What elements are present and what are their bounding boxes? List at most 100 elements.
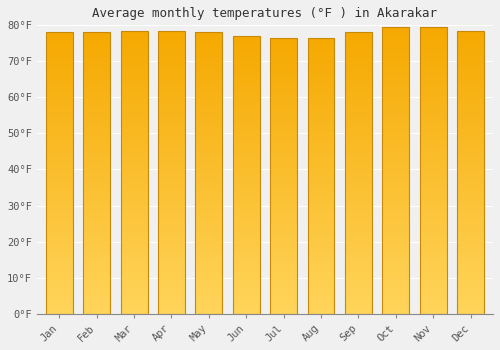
Bar <box>382 38 409 41</box>
Bar <box>420 173 446 176</box>
Bar <box>233 122 260 125</box>
Bar <box>233 125 260 128</box>
Bar <box>345 288 372 291</box>
Bar <box>158 192 185 195</box>
Bar <box>270 129 297 132</box>
Bar <box>158 189 185 192</box>
Bar <box>158 130 185 133</box>
Bar <box>46 229 72 232</box>
Bar <box>83 97 110 100</box>
Bar <box>382 84 409 87</box>
Bar <box>46 258 72 260</box>
Bar <box>382 125 409 127</box>
Bar <box>420 133 446 136</box>
Bar <box>46 311 72 314</box>
Bar <box>420 153 446 156</box>
Bar <box>345 69 372 72</box>
Bar <box>420 164 446 168</box>
Bar <box>158 237 185 240</box>
Bar <box>420 64 446 67</box>
Bar <box>382 102 409 104</box>
Bar <box>46 120 72 122</box>
Bar <box>120 215 148 217</box>
Bar <box>382 96 409 99</box>
Bar <box>270 212 297 215</box>
Bar <box>308 250 334 253</box>
Bar <box>457 53 484 56</box>
Bar <box>420 50 446 53</box>
Bar <box>120 42 148 45</box>
Bar <box>120 198 148 201</box>
Bar <box>420 33 446 36</box>
Bar <box>158 158 185 161</box>
Bar <box>457 192 484 195</box>
Bar <box>158 215 185 217</box>
Bar <box>270 294 297 297</box>
Bar <box>457 212 484 215</box>
Bar <box>233 75 260 78</box>
Bar <box>270 203 297 206</box>
Bar <box>196 97 222 100</box>
Bar <box>345 80 372 83</box>
Bar <box>233 36 260 314</box>
Bar <box>345 294 372 297</box>
Bar <box>457 99 484 101</box>
Bar <box>46 184 72 187</box>
Bar <box>83 238 110 240</box>
Bar <box>382 219 409 222</box>
Bar <box>83 243 110 246</box>
Bar <box>420 27 446 30</box>
Bar <box>158 149 185 152</box>
Bar <box>345 111 372 114</box>
Bar <box>46 145 72 148</box>
Bar <box>345 148 372 150</box>
Bar <box>457 291 484 294</box>
Bar <box>83 89 110 92</box>
Bar <box>46 148 72 150</box>
Bar <box>420 127 446 130</box>
Bar <box>420 58 446 62</box>
Bar <box>83 47 110 49</box>
Bar <box>345 63 372 66</box>
Bar <box>46 297 72 300</box>
Bar <box>308 223 334 225</box>
Bar <box>158 87 185 90</box>
Bar <box>308 110 334 112</box>
Bar <box>382 265 409 268</box>
Bar <box>120 65 148 68</box>
Bar <box>345 66 372 69</box>
Bar <box>420 38 446 41</box>
Bar <box>270 60 297 63</box>
Bar <box>420 208 446 210</box>
Bar <box>46 212 72 215</box>
Bar <box>83 291 110 294</box>
Bar <box>83 38 110 41</box>
Bar <box>270 284 297 286</box>
Bar <box>457 274 484 277</box>
Bar <box>120 135 148 138</box>
Bar <box>308 63 334 65</box>
Bar <box>308 60 334 63</box>
Bar <box>46 277 72 280</box>
Bar <box>270 162 297 165</box>
Bar <box>457 294 484 297</box>
Bar <box>233 114 260 117</box>
Bar <box>345 142 372 145</box>
Bar <box>158 178 185 181</box>
Bar <box>196 131 222 134</box>
Bar <box>120 217 148 220</box>
Bar <box>345 297 372 300</box>
Bar <box>196 274 222 277</box>
Bar <box>196 66 222 69</box>
Bar <box>270 190 297 193</box>
Bar <box>120 305 148 308</box>
Bar <box>233 97 260 100</box>
Bar <box>83 117 110 120</box>
Bar <box>196 139 222 142</box>
Bar <box>382 210 409 214</box>
Bar <box>233 217 260 219</box>
Bar <box>83 55 110 58</box>
Bar <box>233 214 260 217</box>
Bar <box>457 268 484 271</box>
Bar <box>120 260 148 263</box>
